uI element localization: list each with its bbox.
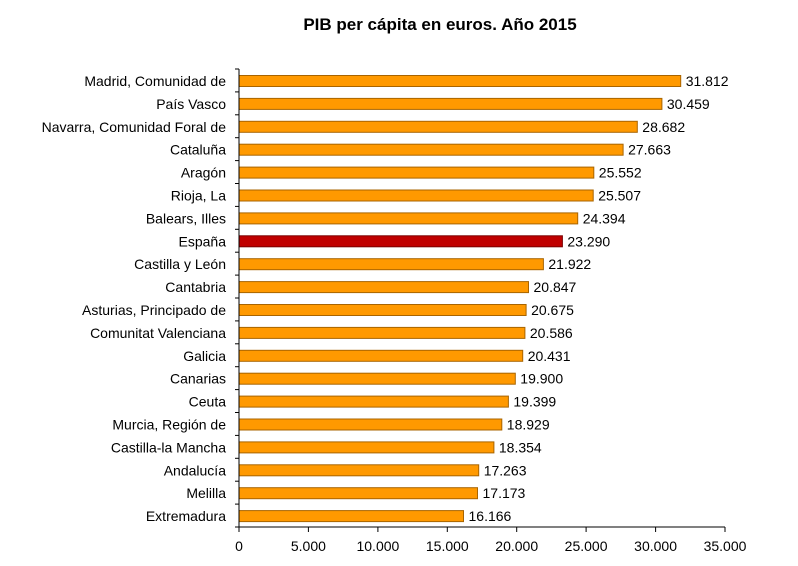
value-label: 27.663 [628,142,671,158]
value-label: 18.929 [507,417,550,433]
bar [238,166,595,179]
value-label: 30.459 [667,96,710,112]
category-label: Rioja, La [171,188,226,204]
category-label: Comunitat Valenciana [90,325,226,341]
value-label: 19.399 [513,394,556,410]
value-label: 21.922 [548,256,591,272]
category-label: Castilla y León [134,256,226,272]
category-label: Aragón [181,165,226,181]
category-label: País Vasco [156,96,226,112]
x-tick-label: 10.000 [356,538,399,554]
category-label: Navarra, Comunidad Foral de [42,119,227,135]
category-label: Melilla [186,485,226,501]
bar [238,258,544,271]
bar [238,212,579,225]
category-label: Galicia [183,348,226,364]
bar [238,189,594,202]
bar [238,120,638,133]
value-label: 18.354 [499,439,542,455]
category-label: Extremadura [146,508,226,524]
bar [238,97,663,110]
bar [238,441,495,454]
x-tick-label: 5.000 [291,538,326,554]
value-label: 20.675 [531,302,574,318]
x-tick-label: 30.000 [634,538,677,554]
bar-highlight [238,235,563,248]
bar [238,418,503,431]
x-tick-label: 0 [235,538,243,554]
category-labels: Madrid, Comunidad de País Vasco Navarra, C… [42,73,227,524]
bar [238,349,524,362]
value-label: 20.586 [530,325,573,341]
category-label: Ceuta [189,394,227,410]
axes: 0 5.000 10.000 15.000 20.000 25.000 30.000 35.0… [235,68,747,554]
bar [238,75,682,87]
value-labels: 31.812 30.459 28.682 27.663 25.552 25.507 24.3… [469,73,729,524]
bar [238,304,527,316]
category-label: Cantabria [165,279,226,295]
category-label: Castilla-la Mancha [111,439,226,455]
category-label: Balears, Illes [146,210,226,226]
value-label: 19.900 [520,371,563,387]
bar [238,326,526,339]
bar [238,487,478,500]
x-tick-label: 25.000 [565,538,608,554]
x-tick-label: 15.000 [426,538,469,554]
category-label: Andalucía [164,462,226,478]
value-label: 20.431 [528,348,571,364]
bar [238,281,529,294]
value-label: 24.394 [583,210,626,226]
category-label: Madrid, Comunidad de [84,73,226,89]
bar [238,464,480,477]
category-label: España [179,233,227,249]
x-tick-label: 35.000 [704,538,747,554]
value-label: 23.290 [567,233,610,249]
value-label: 25.552 [599,165,642,181]
bar [238,395,509,408]
category-label: Murcia, Región de [112,417,226,433]
value-label: 25.507 [598,188,641,204]
bar [238,372,516,385]
chart-title: PIB per cápita en euros. Año 2015 [303,15,576,34]
value-label: 16.166 [469,508,512,524]
value-label: 20.847 [534,279,577,295]
bar [238,143,624,156]
category-label: Cataluña [170,142,226,158]
value-label: 28.682 [642,119,685,135]
category-label: Canarias [170,371,226,387]
value-label: 17.263 [484,462,527,478]
bar [238,510,464,523]
x-tick-label: 20.000 [495,538,538,554]
value-label: 17.173 [483,485,526,501]
value-label: 31.812 [686,73,729,89]
bars [238,75,682,523]
category-label: Asturias, Principado de [82,302,226,318]
